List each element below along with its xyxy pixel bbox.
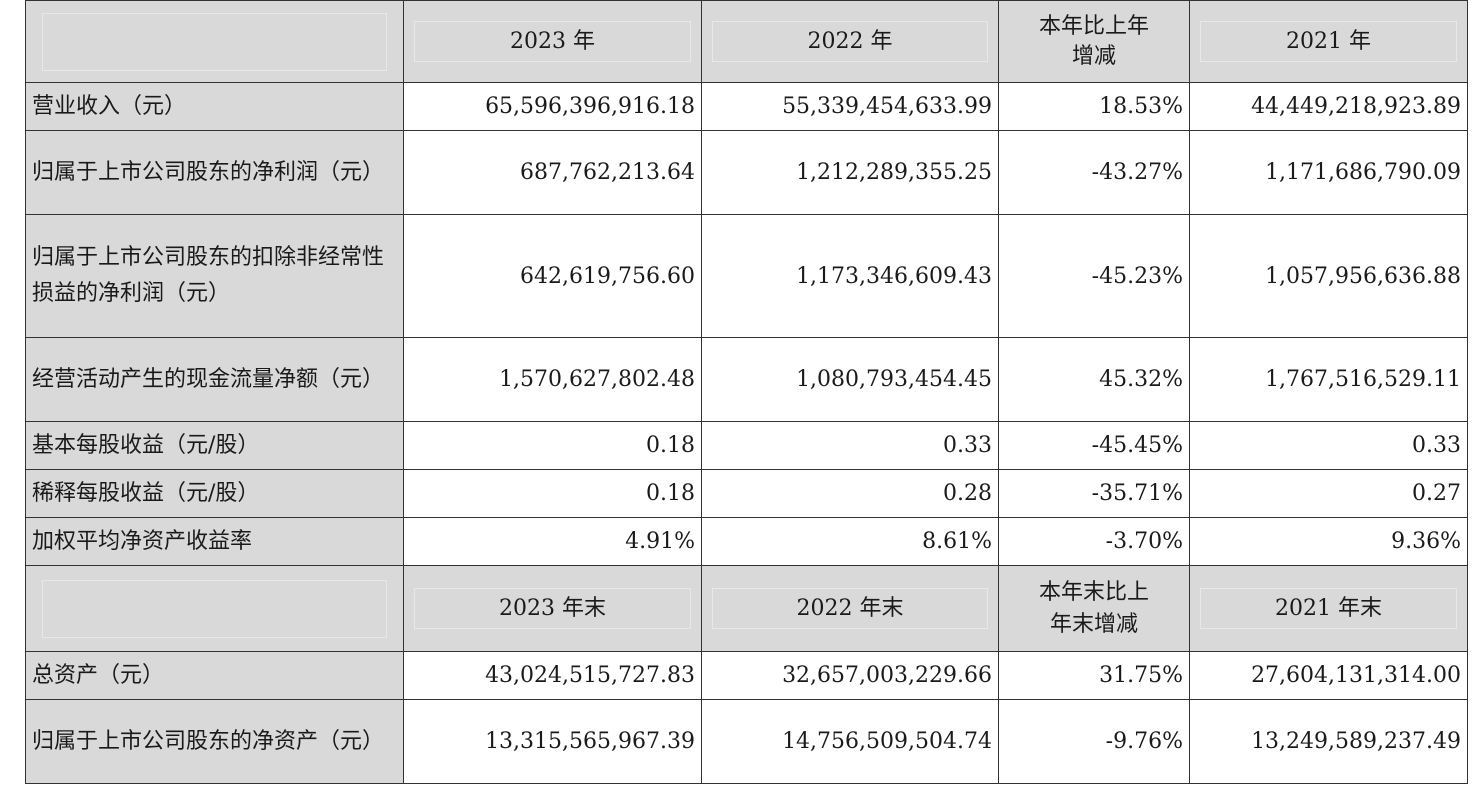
row-label: 归属于上市公司股东的扣除非经常性损益的净利润（元） (25, 214, 404, 338)
value-change: -9.76% (998, 699, 1190, 784)
value-2021: 44,449,218,923.89 (1189, 82, 1468, 131)
financial-summary-table: 2023 年 2022 年 本年比上年 增减 2021 年 营业收入（元） 65… (25, 0, 1468, 784)
table-row: 经营活动产生的现金流量净额（元） 1,570,627,802.48 1,080,… (25, 337, 1468, 422)
row-label: 经营活动产生的现金流量净额（元） (25, 337, 404, 422)
table-row: 加权平均净资产收益率 4.91% 8.61% -3.70% 9.36% (25, 517, 1468, 566)
value-2023-end: 13,315,565,967.39 (403, 699, 702, 784)
header-2023: 2023 年 (403, 0, 702, 83)
value-2021-end: 13,249,589,237.49 (1189, 699, 1468, 784)
value-change: -45.23% (998, 214, 1190, 338)
row-label: 总资产（元） (25, 651, 404, 700)
header-row-year-end: 2023 年末 2022 年末 本年末比上 年末增减 2021 年末 (25, 565, 1468, 652)
header-yoy-end-change: 本年末比上 年末增减 (998, 565, 1190, 652)
value-2022: 1,173,346,609.43 (701, 214, 999, 338)
table-row: 归属于上市公司股东的扣除非经常性损益的净利润（元） 642,619,756.60… (25, 214, 1468, 338)
value-2021: 1,057,956,636.88 (1189, 214, 1468, 338)
value-2021: 1,171,686,790.09 (1189, 130, 1468, 215)
table-row: 稀释每股收益（元/股） 0.18 0.28 -35.71% 0.27 (25, 469, 1468, 518)
value-2023: 687,762,213.64 (403, 130, 702, 215)
value-2021: 0.33 (1189, 421, 1468, 470)
row-label: 稀释每股收益（元/股） (25, 469, 404, 518)
value-2022: 55,339,454,633.99 (701, 82, 999, 131)
value-2023: 0.18 (403, 421, 702, 470)
value-change: 31.75% (998, 651, 1190, 700)
header-2023-end: 2023 年末 (403, 565, 702, 652)
value-2022: 0.33 (701, 421, 999, 470)
row-label: 基本每股收益（元/股） (25, 421, 404, 470)
table-row: 总资产（元） 43,024,515,727.83 32,657,003,229.… (25, 651, 1468, 700)
value-2021-end: 27,604,131,314.00 (1189, 651, 1468, 700)
value-2023: 0.18 (403, 469, 702, 518)
value-2022: 1,212,289,355.25 (701, 130, 999, 215)
header-2022-end: 2022 年末 (701, 565, 999, 652)
table-row: 基本每股收益（元/股） 0.18 0.33 -45.45% 0.33 (25, 421, 1468, 470)
header-yoy-change: 本年比上年 增减 (998, 0, 1190, 83)
value-2022: 1,080,793,454.45 (701, 337, 999, 422)
value-2022-end: 14,756,509,504.74 (701, 699, 999, 784)
value-2022-end: 32,657,003,229.66 (701, 651, 999, 700)
value-change: -43.27% (998, 130, 1190, 215)
table-row: 营业收入（元） 65,596,396,916.18 55,339,454,633… (25, 82, 1468, 131)
row-label: 营业收入（元） (25, 82, 404, 131)
header-2022: 2022 年 (701, 0, 999, 83)
value-2023-end: 43,024,515,727.83 (403, 651, 702, 700)
value-change: -35.71% (998, 469, 1190, 518)
value-change: 45.32% (998, 337, 1190, 422)
value-change: 18.53% (998, 82, 1190, 131)
table-row: 归属于上市公司股东的净利润（元） 687,762,213.64 1,212,28… (25, 130, 1468, 215)
header-blank-cell (25, 0, 404, 83)
value-2023: 642,619,756.60 (403, 214, 702, 338)
value-2021: 0.27 (1189, 469, 1468, 518)
value-2021: 1,767,516,529.11 (1189, 337, 1468, 422)
value-2023: 65,596,396,916.18 (403, 82, 702, 131)
row-label: 归属于上市公司股东的净利润（元） (25, 130, 404, 215)
value-2023: 1,570,627,802.48 (403, 337, 702, 422)
header-blank-cell (25, 565, 404, 652)
header-2021: 2021 年 (1189, 0, 1468, 83)
header-2021-end: 2021 年末 (1189, 565, 1468, 652)
value-2022: 0.28 (701, 469, 999, 518)
row-label: 加权平均净资产收益率 (25, 517, 404, 566)
row-label: 归属于上市公司股东的净资产（元） (25, 699, 404, 784)
table-row: 归属于上市公司股东的净资产（元） 13,315,565,967.39 14,75… (25, 699, 1468, 784)
header-row-years: 2023 年 2022 年 本年比上年 增减 2021 年 (25, 0, 1468, 83)
value-2022: 8.61% (701, 517, 999, 566)
value-change: -3.70% (998, 517, 1190, 566)
value-change: -45.45% (998, 421, 1190, 470)
value-2023: 4.91% (403, 517, 702, 566)
value-2021: 9.36% (1189, 517, 1468, 566)
